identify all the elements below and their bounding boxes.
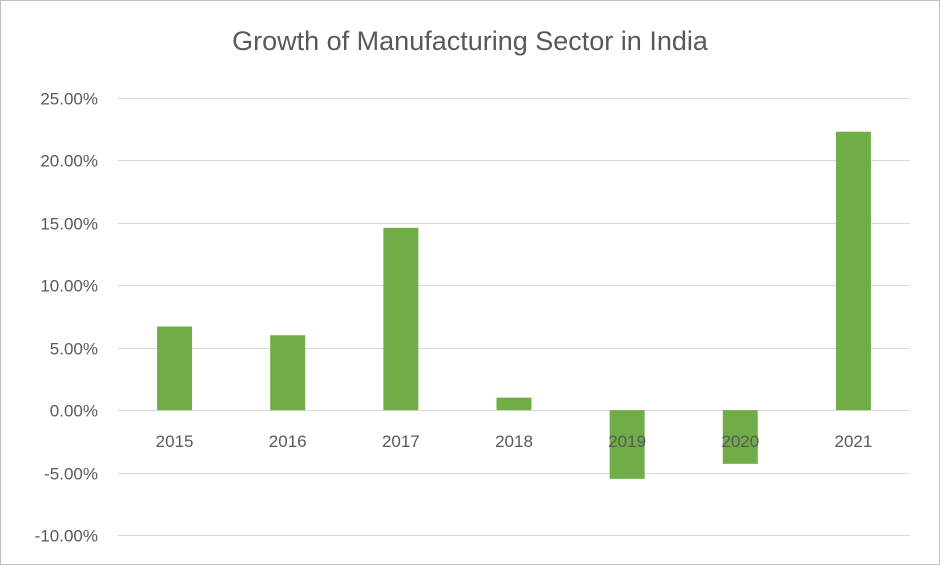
bar-2017 [383, 227, 419, 411]
y-tick-label: 15.00% [40, 215, 98, 234]
x-tick-label: 2019 [608, 432, 646, 451]
bar-2020 [722, 410, 758, 464]
bar-2019 [609, 410, 645, 479]
x-tick-label: 2015 [156, 432, 194, 451]
y-tick-label: 20.00% [40, 152, 98, 171]
bar-2015 [157, 326, 193, 411]
bar-2018 [496, 397, 532, 411]
bars [157, 131, 871, 479]
y-tick-label: -5.00% [44, 465, 98, 484]
y-tick-label: 0.00% [50, 402, 98, 421]
bar-2016 [270, 335, 306, 411]
y-tick-label: 10.00% [40, 277, 98, 296]
x-tick-label: 2018 [495, 432, 533, 451]
x-tick-label: 2021 [835, 432, 873, 451]
y-tick-label: 25.00% [40, 90, 98, 109]
y-tick-label: 5.00% [50, 340, 98, 359]
y-tick-label: -10.00% [35, 527, 98, 546]
chart-title: Growth of Manufacturing Sector in India [232, 26, 708, 56]
gridlines [118, 98, 910, 536]
x-tick-label: 2016 [269, 432, 307, 451]
bar-2021 [835, 131, 871, 411]
axes: 25.00% 20.00% 15.00% 10.00% 5.00% 0.00% -5.00%… [35, 90, 873, 546]
x-tick-label: 2017 [382, 432, 420, 451]
x-tick-label: 2020 [721, 432, 759, 451]
